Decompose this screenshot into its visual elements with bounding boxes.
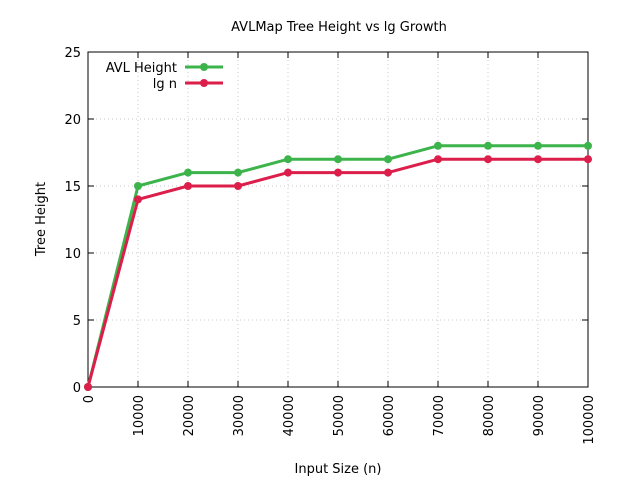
data-point [434,141,442,150]
legend-label: AVL Height [106,61,177,76]
data-point [334,155,342,164]
y-tick-label: 5 [73,314,81,329]
x-tick-label: 80000 [482,395,497,436]
series-layer [84,141,592,391]
x-tick-label: 0 [82,395,97,403]
data-point [384,168,392,177]
x-tick-label: 50000 [332,395,347,436]
data-point [284,168,292,177]
y-tick-label: 0 [73,381,81,396]
legend-swatch-point [200,63,208,71]
data-point [134,195,142,204]
x-tick-label: 100000 [582,395,597,445]
x-tick-label: 70000 [432,395,447,436]
data-point [184,168,192,177]
chart-title: AVLMap Tree Height vs lg Growth [231,20,447,35]
data-point [484,155,492,164]
x-tick-label: 30000 [232,395,247,436]
data-point [534,141,542,150]
x-tick-label: 60000 [382,395,397,436]
grid [88,52,588,387]
x-axis-label: Input Size (n) [295,462,382,477]
data-point [434,155,442,164]
data-point [484,141,492,150]
y-tick-label: 10 [64,247,81,262]
x-tick-label: 40000 [282,395,297,436]
y-axis-label: Tree Height [34,182,49,257]
data-point [584,155,592,164]
axis-ticks: 0 5 10 15 20 25 0 10000 20000 30000 40000 50000 6000… [64,46,597,445]
y-tick-label: 20 [64,113,81,128]
x-tick-label: 10000 [132,395,147,436]
x-tick-label: 90000 [532,395,547,436]
y-tick-label: 25 [64,46,81,61]
legend-label: lg n [153,77,177,92]
y-tick-label: 15 [64,180,81,195]
series-line [86,144,588,388]
data-point [84,383,92,391]
data-point [534,155,542,164]
data-point [184,182,192,190]
data-point [584,141,592,150]
data-point [234,168,242,177]
data-point [384,155,392,164]
legend-swatch-point [200,79,208,87]
data-point [234,182,242,190]
x-tick-label: 20000 [182,395,197,436]
data-point [134,182,142,190]
data-point [334,168,342,177]
data-point [284,155,292,164]
